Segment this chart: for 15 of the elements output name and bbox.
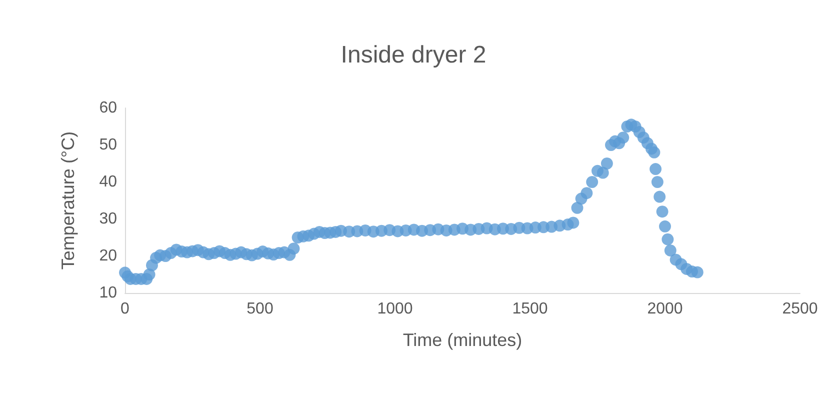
x-tick-label: 1000 [377, 300, 413, 318]
y-tick-label: 50 [99, 136, 118, 154]
y-tick-label: 40 [99, 174, 118, 190]
y-tick-label: 30 [99, 210, 118, 228]
y-tick-label: 60 [99, 100, 118, 116]
x-tick-label: 1500 [512, 300, 548, 318]
x-tick-label: 500 [246, 300, 274, 318]
chart-title: Inside dryer 2 [340, 42, 486, 68]
y-tick-label: 10 [99, 284, 118, 302]
x-tick-label: 2500 [782, 300, 818, 318]
x-tick-label: 2000 [647, 300, 683, 318]
x-axis-title: Time (minutes) [402, 330, 522, 350]
y-tick-label: 20 [99, 248, 118, 264]
x-tick-label: 0 [120, 300, 130, 318]
y-axis-title: Temperature (°C) [58, 131, 78, 270]
